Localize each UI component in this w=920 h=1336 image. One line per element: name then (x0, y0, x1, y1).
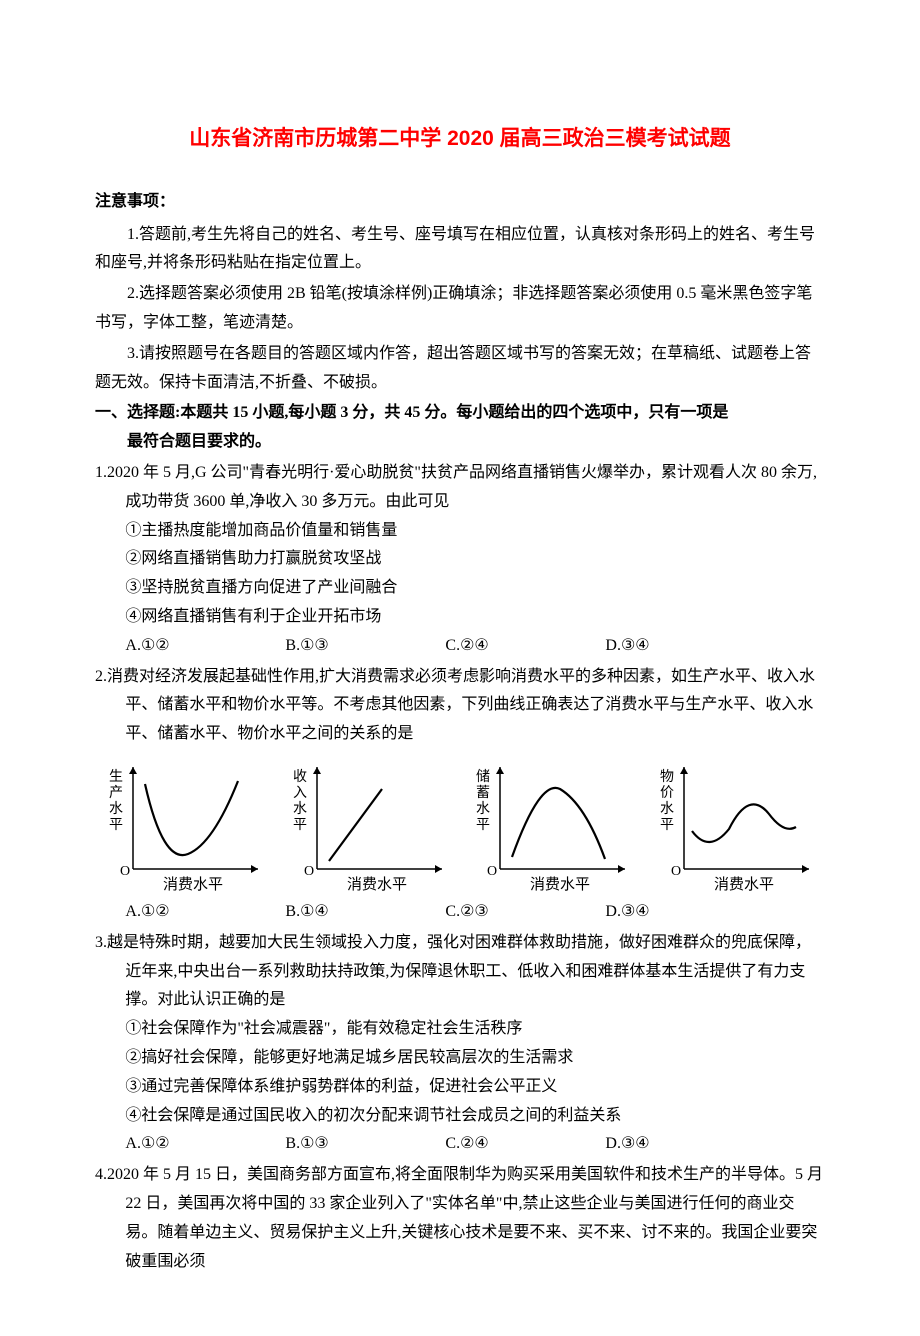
svg-text:入: 入 (293, 786, 307, 801)
svg-text:O: O (120, 864, 130, 879)
svg-text:平: 平 (109, 818, 123, 833)
q3-opt-a: A.①② (125, 1130, 285, 1159)
svg-text:水: 水 (660, 801, 674, 817)
q1-opt-a: A.①② (125, 632, 285, 661)
svg-text:水: 水 (476, 801, 490, 817)
chart-3: O 储 蓄 水 平 消费水平 (470, 759, 642, 894)
q1-line4: ④网络直播销售有利于企业开拓市场 (95, 603, 825, 632)
svg-text:水: 水 (293, 801, 307, 817)
instruction-2: 2.选择题答案必须使用 2B 铅笔(按填涂样例)正确填涂；非选择题答案必须使用 … (95, 280, 825, 338)
q2-opt-b: B.①④ (285, 898, 445, 927)
svg-text:水: 水 (109, 801, 123, 817)
svg-text:储: 储 (476, 769, 490, 785)
question-3: 3.越是特殊时期，越要加大民生领域投入力度，强化对困难群体救助措施，做好困难群众… (95, 929, 825, 1159)
svg-text:消费水平: 消费水平 (163, 876, 223, 893)
svg-text:蓄: 蓄 (476, 785, 490, 801)
svg-text:O: O (671, 864, 681, 879)
q2-charts: O 生 产 水 平 消费水平 O 收 入 水 平 消费水平 (103, 759, 825, 894)
svg-text:收: 收 (293, 769, 307, 785)
chart-2: O 收 入 水 平 消费水平 (287, 759, 459, 894)
svg-text:平: 平 (660, 818, 674, 833)
q4-stem: 4.2020 年 5 月 15 日，美国商务部方面宣布,将全面限制华为购买采用美… (95, 1161, 825, 1276)
q3-line4: ④社会保障是通过国民收入的初次分配来调节社会成员之间的利益关系 (95, 1102, 825, 1131)
svg-text:产: 产 (109, 785, 123, 801)
svg-text:价: 价 (660, 785, 674, 801)
instruction-1: 1.答题前,考生先将自己的姓名、考生号、座号填写在相应位置，认真核对条形码上的姓… (95, 221, 825, 279)
q1-options: A.①② B.①③ C.②④ D.③④ (95, 632, 825, 661)
exam-title: 山东省济南市历城第二中学 2020 届高三政治三模考试试题 (95, 120, 825, 158)
q3-opt-c: C.②④ (445, 1130, 605, 1159)
chart-4: O 物 价 水 平 消费水平 (654, 759, 826, 894)
svg-text:平: 平 (476, 818, 490, 833)
q1-stem: 1.2020 年 5 月,G 公司"青春光明行·爱心助脱贫"扶贫产品网络直播销售… (95, 459, 825, 517)
q2-opt-a: A.①② (125, 898, 285, 927)
q1-line2: ②网络直播销售助力打赢脱贫攻坚战 (95, 545, 825, 574)
q1-line1: ①主播热度能增加商品价值量和销售量 (95, 517, 825, 546)
q1-opt-c: C.②④ (445, 632, 605, 661)
q3-line1: ①社会保障作为"社会减震器"，能有效稳定社会生活秩序 (95, 1015, 825, 1044)
instruction-3: 3.请按照题号在各题目的答题区域内作答，超出答题区域书写的答案无效；在草稿纸、试… (95, 340, 825, 398)
q3-options: A.①② B.①③ C.②④ D.③④ (95, 1130, 825, 1159)
q2-stem: 2.消费对经济发展起基础性作用,扩大消费需求必须考虑影响消费水平的多种因素，如生… (95, 663, 825, 749)
instructions-block: 1.答题前,考生先将自己的姓名、考生号、座号填写在相应位置，认真核对条形码上的姓… (95, 221, 825, 398)
q3-opt-d: D.③④ (605, 1130, 725, 1159)
svg-text:消费水平: 消费水平 (530, 876, 590, 893)
section-1-title-cont: 最符合题目要求的。 (95, 428, 825, 457)
chart-1: O 生 产 水 平 消费水平 (103, 759, 275, 894)
svg-text:消费水平: 消费水平 (714, 876, 774, 893)
section-1-title: 一、选择题:本题共 15 小题,每小题 3 分，共 45 分。每小题给出的四个选… (95, 399, 825, 428)
svg-text:平: 平 (293, 818, 307, 833)
q1-opt-d: D.③④ (605, 632, 725, 661)
svg-text:消费水平: 消费水平 (347, 876, 407, 893)
q1-opt-b: B.①③ (285, 632, 445, 661)
question-1: 1.2020 年 5 月,G 公司"青春光明行·爱心助脱贫"扶贫产品网络直播销售… (95, 459, 825, 661)
question-2: 2.消费对经济发展起基础性作用,扩大消费需求必须考虑影响消费水平的多种因素，如生… (95, 663, 825, 927)
q3-line3: ③通过完善保障体系维护弱势群体的利益，促进社会公平正义 (95, 1073, 825, 1102)
q3-opt-b: B.①③ (285, 1130, 445, 1159)
svg-text:物: 物 (660, 769, 674, 785)
q2-options: A.①② B.①④ C.②③ D.③④ (95, 898, 825, 927)
q1-line3: ③坚持脱贫直播方向促进了产业间融合 (95, 574, 825, 603)
question-4: 4.2020 年 5 月 15 日，美国商务部方面宣布,将全面限制华为购买采用美… (95, 1161, 825, 1276)
notice-header: 注意事项： (95, 188, 825, 217)
svg-text:O: O (487, 864, 497, 879)
svg-text:O: O (304, 864, 314, 879)
svg-text:生: 生 (109, 769, 123, 785)
q2-opt-d: D.③④ (605, 898, 725, 927)
q2-opt-c: C.②③ (445, 898, 605, 927)
q3-stem: 3.越是特殊时期，越要加大民生领域投入力度，强化对困难群体救助措施，做好困难群众… (95, 929, 825, 1015)
q3-line2: ②搞好社会保障，能够更好地满足城乡居民较高层次的生活需求 (95, 1044, 825, 1073)
